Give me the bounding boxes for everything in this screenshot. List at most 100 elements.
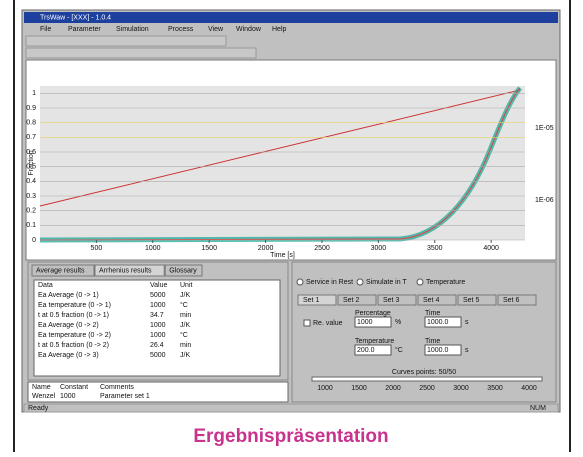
tab-label[interactable]: Arrhenius results [99, 267, 152, 274]
menu-item[interactable]: Help [272, 26, 287, 33]
field-unit: s [465, 319, 469, 326]
x-tick-label: 500 [91, 245, 103, 252]
field-label: Temperature [355, 338, 394, 345]
slider-tick: 3500 [487, 385, 503, 392]
field-unit: % [395, 319, 401, 326]
table-cell: °C [180, 331, 188, 339]
field-unit: °C [395, 346, 403, 354]
y-tick-label: 0 [32, 237, 36, 244]
window-title: TrsWaw - [XXX] - 1.0.4 [40, 14, 111, 21]
slider-tick: 3000 [453, 385, 469, 392]
tab-label[interactable]: Set 4 [423, 297, 439, 304]
list-cell: 1000 [60, 393, 76, 400]
field-value: 200.0 [357, 347, 375, 354]
y-axis-label: Fraction [28, 150, 35, 175]
tab-label[interactable]: Set 3 [383, 297, 399, 304]
menu-item[interactable]: Parameter [68, 26, 101, 33]
table-cell: 5000 [150, 352, 166, 359]
tab-label[interactable]: Set 6 [503, 297, 519, 304]
option-radio[interactable] [416, 278, 424, 286]
menu-item[interactable]: Process [168, 26, 194, 33]
table-cell: Ea Average (0 -> 1) [38, 292, 99, 299]
slider-tick: 1500 [351, 385, 367, 392]
right-axis-label: 1E-06 [535, 197, 554, 204]
y-tick-label: 0.1 [26, 222, 36, 229]
option-label[interactable]: Service in Rest [306, 279, 353, 286]
option-label[interactable]: Simulate in T [366, 279, 407, 286]
checkbox-label[interactable]: Re. value [313, 320, 343, 327]
tab-label[interactable]: Set 2 [343, 297, 359, 304]
x-tick-label: 1500 [201, 245, 217, 252]
x-tick-label: 2000 [258, 245, 274, 252]
list-cell: Wenzel [32, 393, 56, 400]
linear-curve [39, 89, 521, 207]
table-cell: t at 0.5 fraction (0 -> 1) [38, 312, 109, 319]
list-cell: Parameter set 1 [100, 393, 150, 400]
table-cell: 1000 [150, 322, 166, 329]
tab[interactable] [457, 294, 497, 306]
column-header: Unit [180, 282, 193, 289]
checkbox[interactable] [303, 319, 311, 327]
field-value: 1000.0 [427, 319, 449, 326]
title-bar [24, 12, 558, 23]
field-label: Percentage [355, 310, 391, 317]
table-cell: Ea temperature (0 -> 2) [38, 332, 111, 339]
tab-label[interactable]: Set 1 [303, 297, 319, 304]
tab[interactable] [337, 294, 377, 306]
tab-label[interactable]: Average results [36, 267, 85, 274]
x-tick-label: 1000 [145, 245, 161, 252]
tab[interactable] [417, 294, 457, 306]
field-input[interactable] [354, 316, 392, 328]
tab-label[interactable]: Glossary [169, 267, 197, 274]
option-radio[interactable] [296, 278, 304, 286]
table-cell: Ea Average (0 -> 3) [38, 352, 99, 359]
slider-tick: 2000 [385, 385, 401, 392]
table-cell: J/K [180, 322, 190, 329]
column-header: Name [32, 384, 51, 391]
y-tick-label: 0.8 [26, 120, 36, 127]
tab[interactable] [497, 294, 537, 306]
parameter-list [27, 381, 289, 403]
table-cell: J/K [180, 292, 190, 299]
x-tick-label: 2500 [314, 245, 330, 252]
table-cell: 34.7 [150, 312, 164, 319]
table-cell: 1000 [150, 332, 166, 339]
table-cell: Ea temperature (0 -> 1) [38, 302, 111, 309]
toolbar [25, 47, 257, 59]
tab[interactable] [297, 294, 337, 306]
results-table [33, 279, 281, 377]
menu-item[interactable]: File [40, 26, 51, 33]
tab[interactable] [164, 264, 203, 277]
x-axis-label: Time [s] [270, 252, 295, 259]
field-input[interactable] [424, 344, 462, 356]
menu-item[interactable]: Simulation [116, 26, 149, 33]
table-cell: min [180, 342, 191, 349]
y-tick-label: 0.6 [26, 149, 36, 156]
tab[interactable] [31, 264, 95, 277]
option-radio[interactable] [356, 278, 364, 286]
table-cell: 26.4 [150, 342, 164, 349]
slider-track[interactable] [311, 376, 543, 382]
tab[interactable] [94, 264, 165, 277]
right-axis-label: 1E-05 [535, 125, 554, 132]
field-unit: s [465, 347, 469, 354]
field-input[interactable] [424, 316, 462, 328]
menu-item[interactable]: Window [236, 26, 262, 33]
field-input[interactable] [354, 344, 392, 356]
x-tick-label: 4000 [483, 245, 499, 252]
table-cell: 1000 [150, 302, 166, 309]
table-cell: J/K [180, 352, 190, 359]
toolbar [25, 35, 227, 47]
y-tick-label: 0.3 [26, 193, 36, 200]
tab-label[interactable]: Set 5 [463, 297, 479, 304]
x-tick-label: 3500 [427, 245, 443, 252]
y-tick-label: 0.9 [26, 105, 36, 112]
option-label[interactable]: Temperature [426, 279, 465, 286]
menu-item[interactable]: View [208, 26, 224, 33]
plot-area [40, 86, 525, 240]
x-tick-label: 3000 [371, 245, 387, 252]
tab[interactable] [377, 294, 417, 306]
y-tick-label: 0.4 [26, 178, 36, 185]
field-value: 1000.0 [427, 347, 449, 354]
